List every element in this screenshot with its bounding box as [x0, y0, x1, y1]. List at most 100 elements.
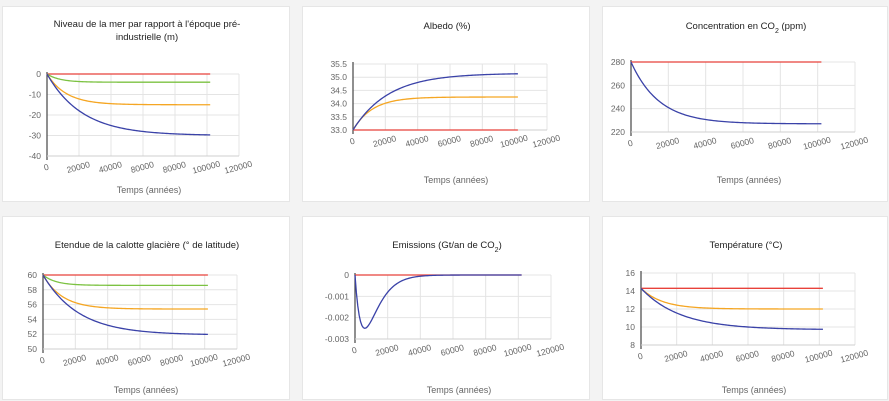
- x-tick-label: 80000: [162, 159, 188, 175]
- x-tick-label: 60000: [730, 135, 756, 151]
- x-tick-label: 40000: [98, 159, 124, 175]
- series-line-orange: [46, 73, 211, 106]
- x-tick-label: 100000: [189, 352, 219, 369]
- x-tick-label: 20000: [62, 352, 88, 368]
- x-tick-label: 40000: [94, 352, 120, 368]
- chart-title: Albedo (%): [424, 21, 471, 32]
- x-tick-label: 80000: [469, 133, 495, 149]
- chart-title: Température (°C): [710, 240, 783, 251]
- chart-panel-temperature: Température (°C) 16 14 12 10 8 0 20000 40000 6000…: [602, 216, 888, 400]
- y-tick-label: 60: [28, 270, 38, 280]
- y-tick-label: 35.0: [330, 72, 347, 82]
- series-line-blue: [354, 274, 522, 330]
- x-tick-label: 60000: [735, 348, 761, 364]
- series-line-blue: [630, 61, 822, 125]
- x-tick-label: 20000: [655, 135, 681, 151]
- x-tick-label: 80000: [159, 352, 185, 368]
- x-tick-label: 100000: [499, 133, 529, 150]
- y-tick-label: -40: [29, 151, 42, 161]
- y-tick-label: 35.5: [330, 59, 347, 69]
- x-axis-label: Temps (années): [424, 175, 489, 185]
- x-tick-label: 120000: [839, 348, 869, 365]
- x-tick-label: 40000: [404, 133, 430, 149]
- x-tick-label: 20000: [663, 348, 689, 364]
- y-tick-label: 52: [28, 329, 38, 339]
- y-tick-label: -0.003: [325, 334, 349, 344]
- chart-panel-sea-level: Niveau de la mer par rapport à l'époque …: [2, 6, 290, 202]
- x-tick-label: 0: [351, 345, 358, 356]
- y-tick-label: 0: [36, 69, 41, 79]
- y-tick-label: 14: [626, 286, 636, 296]
- chart-title: Concentration en CO2 (ppm): [686, 21, 807, 35]
- x-tick-label: 0: [43, 162, 50, 173]
- x-tick-label: 20000: [374, 342, 400, 358]
- x-tick-label: 100000: [804, 348, 834, 365]
- x-tick-label: 120000: [223, 159, 253, 176]
- series-line-blue: [352, 73, 518, 131]
- x-tick-label: 100000: [802, 135, 832, 152]
- series-line-green: [46, 73, 211, 83]
- x-tick-label: 60000: [440, 342, 466, 358]
- x-tick-label: 80000: [472, 342, 498, 358]
- chart-title: Niveau de la mer par rapport à l'époque …: [54, 19, 241, 30]
- x-axis-label: Temps (années): [117, 185, 182, 195]
- series-line-orange: [42, 274, 208, 310]
- x-tick-label: 0: [39, 355, 46, 366]
- y-tick-label: 56: [28, 300, 38, 310]
- x-tick-label: 80000: [130, 159, 156, 175]
- x-axis-label: Temps (années): [427, 385, 492, 395]
- x-tick-label: 120000: [839, 135, 869, 152]
- chart-emissions: Emissions (Gt/an de CO2) 0 -0.001 -0.002 -0.…: [325, 240, 566, 395]
- x-tick-label: 20000: [372, 133, 398, 149]
- y-tick-label: -20: [29, 110, 42, 120]
- y-tick-label: 8: [630, 340, 635, 350]
- x-tick-label: 0: [627, 138, 634, 149]
- chart-panel-emissions: Emissions (Gt/an de CO2) 0 -0.001 -0.002 -0.…: [302, 216, 590, 400]
- x-tick-label: 120000: [221, 352, 251, 369]
- series-line-blue: [640, 287, 823, 330]
- series-line-blue: [46, 73, 211, 136]
- chart-ice-cap: Etendue de la calotte glacière (° de lat…: [28, 240, 252, 395]
- chart-temperature: Température (°C) 16 14 12 10 80 20000 40000 6000…: [626, 240, 870, 395]
- x-tick-label: 40000: [407, 342, 433, 358]
- x-tick-label: 0: [637, 351, 644, 362]
- x-tick-label: 100000: [503, 342, 533, 359]
- x-axis-label: Temps (années): [722, 385, 787, 395]
- series-line-blue: [42, 274, 208, 336]
- x-tick-label: 80000: [770, 348, 796, 364]
- x-tick-label: 20000: [66, 159, 92, 175]
- y-tick-label: 12: [626, 304, 636, 314]
- y-tick-label: 50: [28, 344, 38, 354]
- x-tick-label: 0: [349, 136, 356, 147]
- series-line-orange: [352, 96, 518, 131]
- x-tick-label: 40000: [699, 348, 725, 364]
- chart-panel-albedo: Albedo (%) 35.5 35.0 34.5 34.0 33.5 33.0 0 20000…: [302, 6, 590, 202]
- chart-panel-ice-cap: Etendue de la calotte glacière (° de lat…: [2, 216, 290, 400]
- x-tick-label: 120000: [535, 342, 565, 359]
- y-tick-label: 220: [611, 127, 625, 137]
- x-tick-label: 40000: [692, 135, 718, 151]
- x-tick-label: 120000: [531, 133, 561, 150]
- x-axis-label: Temps (années): [114, 385, 179, 395]
- y-tick-label: 260: [611, 80, 625, 90]
- y-tick-label: 10: [626, 322, 636, 332]
- y-tick-label: 34.5: [330, 85, 347, 95]
- y-tick-label: -10: [29, 90, 42, 100]
- series-line-green: [42, 274, 208, 287]
- chart-sea-level: Niveau de la mer par rapport à l'époque …: [29, 19, 254, 195]
- y-tick-label: -30: [29, 131, 42, 141]
- y-tick-label: 240: [611, 104, 625, 114]
- y-tick-label: -0.001: [325, 291, 349, 301]
- x-tick-label: 60000: [437, 133, 463, 149]
- y-tick-label: 0: [344, 270, 349, 280]
- y-tick-label: -0.002: [325, 313, 349, 323]
- chart-albedo: Albedo (%) 35.5 35.0 34.5 34.0 33.5 33.00 20000…: [330, 21, 561, 185]
- y-tick-label: 33.0: [330, 125, 347, 135]
- chart-title-line2: industrielle (m): [116, 32, 178, 43]
- y-tick-label: 54: [28, 314, 38, 324]
- y-tick-label: 33.5: [330, 112, 347, 122]
- y-tick-label: 16: [626, 268, 636, 278]
- y-tick-label: 34.0: [330, 99, 347, 109]
- series-line-orange: [640, 287, 823, 310]
